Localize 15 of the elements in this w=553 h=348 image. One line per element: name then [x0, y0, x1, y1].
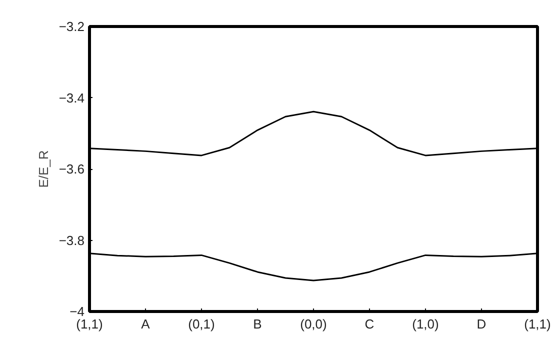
y-tick-label: −3.8: [58, 232, 85, 248]
x-tick-label: C: [364, 316, 374, 332]
y-tick-label: −3.4: [58, 90, 85, 106]
x-tick-label: (0,1): [188, 316, 215, 332]
y-tick-label: −3.2: [58, 19, 85, 34]
x-tick-label: (1,1): [76, 316, 103, 332]
y-axis-title: E/E_R: [36, 150, 51, 188]
y-tick-label: −3.6: [58, 162, 85, 176]
x-tick-label: (1,0): [412, 316, 439, 332]
x-tick-label: A: [141, 316, 150, 332]
x-tick-label: (0,0): [300, 316, 327, 332]
y-tick-label: −4: [70, 304, 85, 319]
x-tick-label: (1,1): [524, 316, 551, 332]
x-tick-label: B: [253, 316, 262, 332]
x-tick-label: D: [476, 316, 486, 332]
